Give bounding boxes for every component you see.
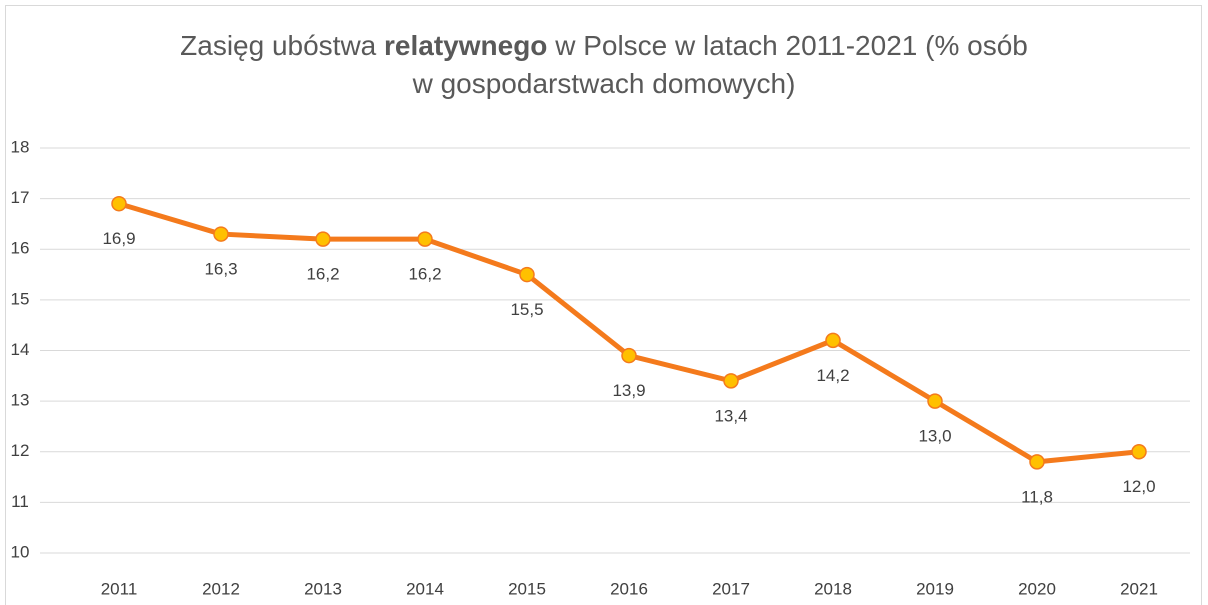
x-tick-label: 2018 xyxy=(814,579,852,598)
y-tick-label: 16 xyxy=(11,239,30,258)
data-label: 14,2 xyxy=(816,366,849,385)
x-tick-label: 2019 xyxy=(916,579,954,598)
y-tick-label: 12 xyxy=(11,441,30,460)
x-tick-label: 2011 xyxy=(101,579,138,598)
data-point xyxy=(825,332,841,349)
chart-border xyxy=(5,5,1202,605)
data-label: 13,9 xyxy=(612,381,645,400)
data-point xyxy=(1029,454,1045,470)
data-point xyxy=(1131,444,1147,460)
data-point xyxy=(723,373,739,389)
y-tick-label: 18 xyxy=(11,137,30,156)
y-tick-label: 11 xyxy=(11,492,29,511)
data-point xyxy=(315,231,331,247)
x-tick-label: 2020 xyxy=(1018,579,1056,598)
y-tick-label: 10 xyxy=(11,542,30,561)
y-tick-label: 15 xyxy=(11,289,30,308)
data-label: 16,2 xyxy=(306,265,339,284)
data-point xyxy=(927,393,943,409)
x-tick-label: 2013 xyxy=(304,579,342,598)
data-label: 16,3 xyxy=(204,260,237,279)
title-part: w gospodarstwach domowych) xyxy=(412,68,796,99)
title-part: relatywnego xyxy=(384,30,547,61)
data-label: 13,0 xyxy=(918,427,951,446)
x-tick-label: 2014 xyxy=(406,579,444,598)
data-point xyxy=(111,195,127,212)
x-tick-label: 2016 xyxy=(610,579,648,598)
y-tick-label: 13 xyxy=(11,391,30,410)
data-point xyxy=(417,231,433,247)
data-label: 12,0 xyxy=(1122,477,1155,496)
y-tick-label: 17 xyxy=(11,188,30,207)
x-tick-label: 2017 xyxy=(712,579,750,598)
chart-title: w gospodarstwach domowych) xyxy=(412,68,796,99)
data-label: 16,2 xyxy=(408,265,441,284)
data-point xyxy=(213,226,229,242)
x-tick-label: 2012 xyxy=(202,579,240,598)
title-part: Zasięg ubóstwa xyxy=(180,30,384,61)
title-part: w Polsce w latach 2011-2021 (% osób xyxy=(547,30,1027,61)
x-tick-label: 2015 xyxy=(508,579,546,598)
data-label: 16,9 xyxy=(102,229,135,248)
chart-title: Zasięg ubóstwa relatywnego w Polsce w la… xyxy=(180,30,1028,61)
data-point xyxy=(519,266,535,283)
data-point xyxy=(621,347,637,364)
data-label: 13,4 xyxy=(714,406,747,425)
x-tick-label: 2021 xyxy=(1120,579,1158,598)
data-label: 15,5 xyxy=(510,300,543,319)
data-label: 11,8 xyxy=(1021,487,1053,506)
y-tick-label: 14 xyxy=(11,340,30,359)
